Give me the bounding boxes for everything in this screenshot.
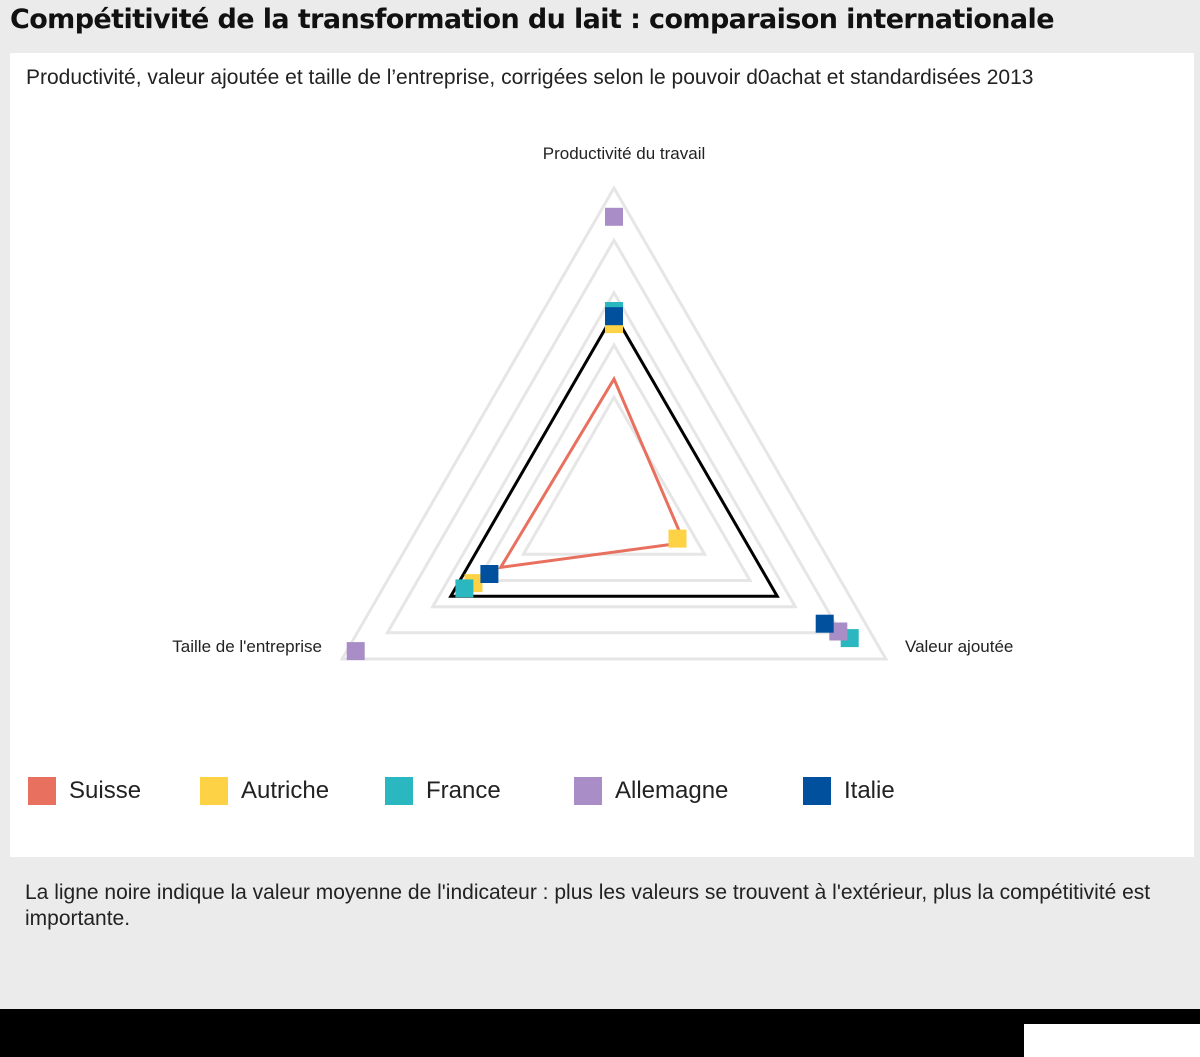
legend-item-suisse: Suisse bbox=[28, 775, 141, 807]
marker-allemagne-axis-0 bbox=[605, 207, 623, 226]
footnote: La ligne noire indique la valeur moyenne… bbox=[25, 881, 1151, 930]
footer-bar bbox=[0, 1009, 1200, 1057]
legend-label: Italie bbox=[844, 777, 895, 804]
marker-italie-axis-2 bbox=[480, 565, 499, 583]
marker-allemagne-axis-2 bbox=[346, 642, 365, 661]
chart-subtitle: Productivité, valeur ajoutée et taille d… bbox=[26, 66, 1034, 89]
grid-level-3 bbox=[475, 342, 753, 582]
axis-label-2: Taille de l'entreprise bbox=[172, 637, 322, 656]
legend-label: Autriche bbox=[241, 777, 330, 804]
footer-logo-box bbox=[1024, 1024, 1200, 1057]
chart-title: Compétitivité de la transformation du la… bbox=[10, 4, 1055, 35]
legend-swatch-allemagne bbox=[574, 777, 602, 805]
marker-autriche-axis-1 bbox=[668, 529, 687, 548]
radar-chart: Productivité du travail Valeur ajoutée Tai… bbox=[172, 144, 1013, 661]
axis-label-1: Valeur ajoutée bbox=[905, 637, 1013, 656]
legend-item-italie: Italie bbox=[803, 775, 895, 807]
legend-swatch-suisse bbox=[28, 777, 56, 805]
legend-item-autriche: Autriche bbox=[200, 775, 329, 807]
legend-swatch-autriche bbox=[200, 777, 228, 805]
grid-level-6 bbox=[339, 184, 889, 661]
legend-swatch-france bbox=[385, 777, 413, 805]
grid-level-2 bbox=[520, 394, 708, 556]
chart-panel: Productivité, valeur ajoutée et taille d… bbox=[10, 53, 1194, 857]
marker-france-axis-2 bbox=[455, 579, 474, 598]
marker-italie-axis-0 bbox=[605, 307, 623, 326]
legend-label: Allemagne bbox=[615, 777, 729, 804]
marker-allemagne-axis-1 bbox=[829, 622, 848, 641]
legend-swatch-italie bbox=[803, 777, 831, 805]
grid-level-5 bbox=[384, 237, 844, 635]
axis-label-0: Productivité du travail bbox=[543, 144, 706, 163]
marker-italie-axis-1 bbox=[815, 614, 834, 633]
grid-level-4 bbox=[430, 289, 798, 609]
legend-label: Suisse bbox=[69, 777, 142, 804]
average-line bbox=[448, 310, 780, 598]
legend-label: France bbox=[426, 777, 501, 804]
legend-item-france: France bbox=[385, 775, 501, 807]
series-line-suisse bbox=[497, 375, 687, 570]
legend-item-allemagne: Allemagne bbox=[574, 775, 728, 807]
